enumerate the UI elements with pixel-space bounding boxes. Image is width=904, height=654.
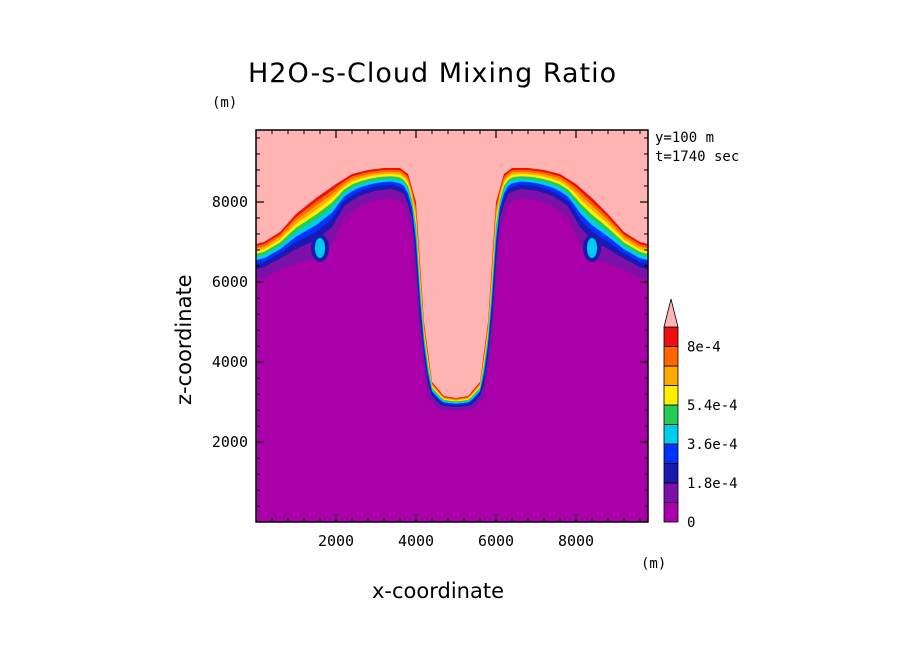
- colorbar-box-8: [663, 346, 679, 367]
- y-tick-label-3: 8000: [212, 193, 248, 211]
- y-tick-label-1: 4000: [212, 353, 248, 371]
- x-axis-label: x-coordinate: [372, 579, 505, 603]
- colorbar-label-4: 8e-4: [687, 340, 721, 356]
- contour-band-10: [256, 130, 648, 398]
- colorbar-box-3: [663, 443, 679, 464]
- colorbar-box-5: [663, 404, 679, 425]
- colorbar-box-1: [663, 482, 679, 503]
- colorbar-box-0: [663, 502, 679, 523]
- colorbar-label-0: 0: [687, 515, 695, 531]
- x-tick-label-0: 2000: [318, 532, 354, 550]
- local-max-core-0: [315, 238, 325, 258]
- annotation-y-position: y=100 m: [655, 130, 715, 146]
- contour-field: [256, 130, 648, 522]
- annotation-time: t=1740 sec: [655, 149, 740, 165]
- colorbar-label-3: 5.4e-4: [687, 398, 738, 414]
- x-tick-label-3: 8000: [558, 532, 594, 550]
- colorbar-label-1: 1.8e-4: [687, 476, 738, 492]
- x-tick-label-2: 6000: [478, 532, 514, 550]
- x-tick-label-1: 4000: [398, 532, 434, 550]
- y-tick-label-0: 2000: [212, 433, 248, 451]
- colorbar-box-7: [663, 365, 679, 386]
- plot-frame: [255, 129, 649, 523]
- y-tick-label-2: 6000: [212, 273, 248, 291]
- x-axis-unit: (m): [641, 556, 667, 572]
- colorbar-box-9: [663, 326, 679, 347]
- colorbar: 0 1.8e-4 3.6e-4 5.4e-4 8e-4: [663, 298, 738, 531]
- colorbar-box-4: [663, 424, 679, 445]
- local-max-core-1: [587, 238, 597, 258]
- axes: 2000 4000 6000 8000 2000 4000 6000 8000: [212, 130, 648, 550]
- y-axis-unit: (m): [212, 95, 238, 111]
- colorbar-box-6: [663, 385, 679, 406]
- chart-title: H2O-s-Cloud Mixing Ratio: [248, 58, 618, 89]
- colorbar-box-2: [663, 463, 679, 484]
- colorbar-label-2: 3.6e-4: [687, 437, 738, 453]
- colorbar-extend-triangle: [663, 298, 679, 328]
